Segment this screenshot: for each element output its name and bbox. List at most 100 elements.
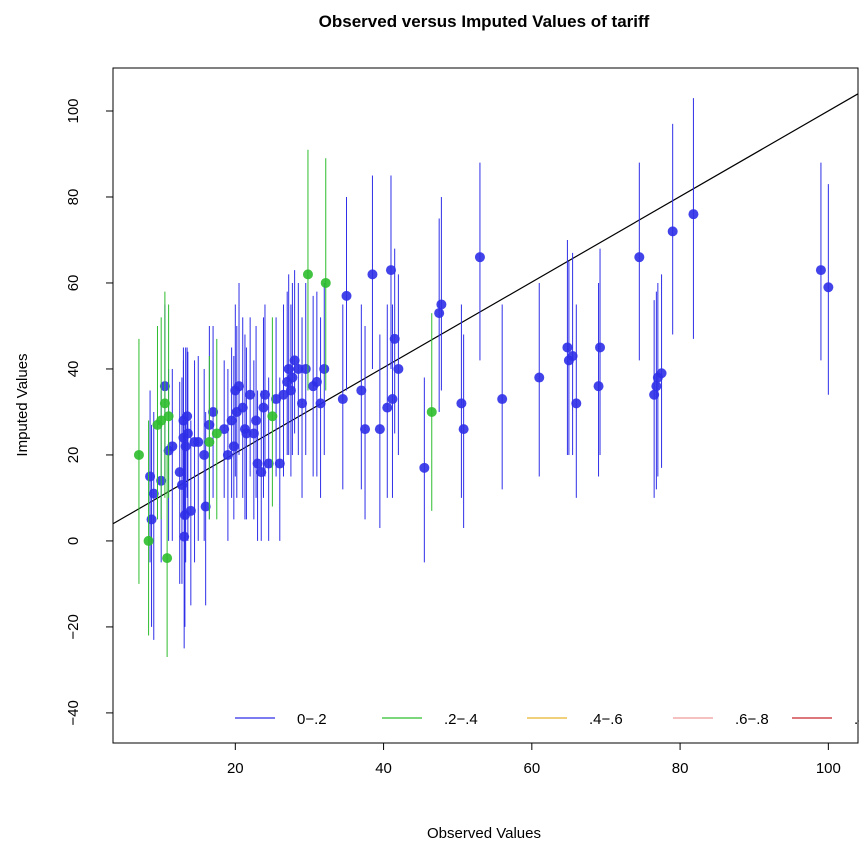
point-s0-65 (389, 333, 400, 344)
point-s0-49 (293, 363, 304, 374)
point-s0-81 (634, 252, 645, 263)
diagonal-reference-line (112, 93, 859, 525)
x-axis: 20 40 60 80 100 (227, 742, 841, 777)
point-s0-8 (176, 480, 187, 491)
point-s0-23 (219, 424, 230, 435)
x-axis-label: Observed Values (427, 825, 541, 842)
point-s0-34 (248, 428, 259, 439)
point-s0-33 (245, 389, 256, 400)
point-s1-6 (162, 553, 173, 564)
point-s0-73 (497, 394, 508, 405)
point-s0-75 (562, 342, 573, 353)
point-s1-4 (159, 398, 170, 409)
series-0-group (145, 98, 834, 649)
point-s1-8 (211, 428, 222, 439)
point-s0-50 (297, 398, 308, 409)
chart-title: Observed versus Imputed Values of tariff (319, 12, 650, 31)
point-s0-14 (182, 411, 193, 422)
point-s1-1 (143, 535, 154, 546)
point-s0-62 (382, 402, 393, 413)
point-s0-26 (228, 441, 239, 452)
plot-frame (112, 67, 859, 744)
legend-label-1: .2−.4 (444, 711, 478, 728)
reference-line-group (112, 93, 859, 525)
point-s0-53 (311, 376, 322, 387)
point-s0-15 (182, 428, 193, 439)
point-s0-82 (649, 389, 660, 400)
point-s0-46 (285, 385, 296, 396)
x-tick-label-3: 80 (672, 760, 689, 777)
point-s1-12 (426, 406, 437, 417)
point-s0-1 (146, 514, 157, 525)
legend-label-2: .4−.6 (589, 711, 623, 728)
point-s0-36 (252, 458, 263, 469)
y-tick-label-6: 80 (65, 189, 82, 206)
legend: 0−.2 .2−.4 .4−.6 .6−.8 .8−1 (235, 711, 859, 728)
y-tick-label-7: 100 (65, 98, 82, 123)
point-s0-77 (567, 351, 578, 362)
point-s1-3 (156, 415, 167, 426)
point-s0-0 (145, 471, 156, 482)
point-s1-11 (320, 277, 331, 288)
point-s0-69 (436, 299, 447, 310)
point-s0-79 (593, 381, 604, 392)
point-s0-29 (234, 381, 245, 392)
point-s0-24 (222, 449, 233, 460)
point-s0-80 (595, 342, 606, 353)
point-s0-11 (179, 531, 190, 542)
point-s0-19 (199, 449, 210, 460)
point-s0-88 (815, 265, 826, 276)
point-s0-74 (534, 372, 545, 383)
point-s0-30 (237, 402, 248, 413)
point-s0-63 (385, 265, 396, 276)
point-s0-55 (319, 363, 330, 374)
y-tick-label-2: 0 (65, 537, 82, 545)
point-s0-16 (185, 505, 196, 516)
marks (133, 98, 834, 658)
point-s0-83 (651, 381, 662, 392)
y-tick-label-5: 60 (65, 275, 82, 292)
point-s0-6 (167, 441, 178, 452)
y-axis: −40 −20 0 20 40 60 80 100 (65, 98, 114, 726)
point-s0-60 (367, 269, 378, 280)
point-s0-39 (259, 389, 270, 400)
point-s0-67 (419, 462, 430, 473)
point-s0-38 (258, 402, 269, 413)
point-s0-51 (300, 363, 311, 374)
point-s0-70 (456, 398, 467, 409)
x-tick-label-0: 20 (227, 760, 244, 777)
point-s0-37 (256, 467, 267, 478)
y-tick-label-1: −20 (65, 614, 82, 639)
point-s0-61 (374, 424, 385, 435)
point-s0-41 (271, 394, 282, 405)
point-s1-5 (163, 411, 174, 422)
point-s1-7 (204, 437, 215, 448)
point-s1-0 (133, 449, 144, 460)
point-s1-10 (302, 269, 313, 280)
point-s0-22 (208, 406, 219, 417)
legend-label-4: .8−1 (854, 711, 859, 728)
y-tick-label-3: 20 (65, 447, 82, 464)
series-1-group (133, 149, 437, 658)
point-s0-7 (174, 467, 185, 478)
point-s0-57 (341, 290, 352, 301)
point-s0-48 (289, 355, 300, 366)
point-s0-2 (148, 488, 159, 499)
point-s0-72 (474, 252, 485, 263)
point-s0-13 (180, 441, 191, 452)
point-s1-9 (267, 411, 278, 422)
x-tick-label-2: 60 (523, 760, 540, 777)
point-s0-71 (458, 424, 469, 435)
point-s0-68 (434, 308, 445, 319)
point-s0-64 (387, 394, 398, 405)
point-s0-87 (688, 209, 699, 220)
y-tick-label-4: 40 (65, 361, 82, 378)
point-s0-85 (656, 368, 667, 379)
point-s0-42 (274, 458, 285, 469)
x-tick-label-4: 100 (816, 760, 841, 777)
legend-label-3: .6−.8 (735, 711, 769, 728)
legend-label-0: 0−.2 (297, 711, 327, 728)
point-s0-40 (263, 458, 274, 469)
point-s0-43 (278, 389, 289, 400)
